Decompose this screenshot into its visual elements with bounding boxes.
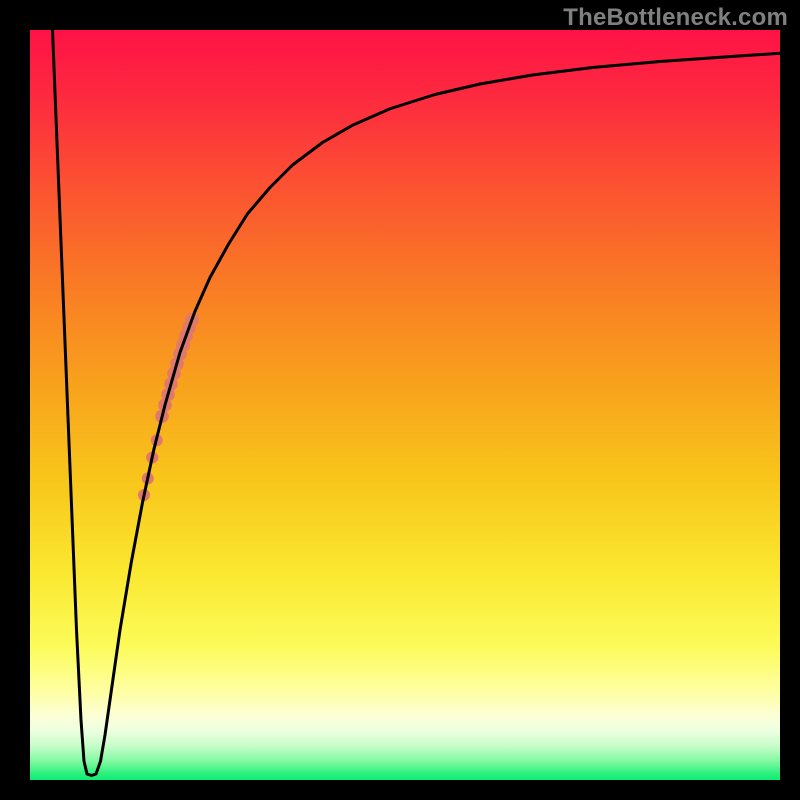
plot-background bbox=[30, 30, 780, 780]
watermark-text: TheBottleneck.com bbox=[563, 4, 788, 32]
chart-svg bbox=[0, 0, 800, 800]
chart-container: TheBottleneck.com bbox=[0, 0, 800, 800]
